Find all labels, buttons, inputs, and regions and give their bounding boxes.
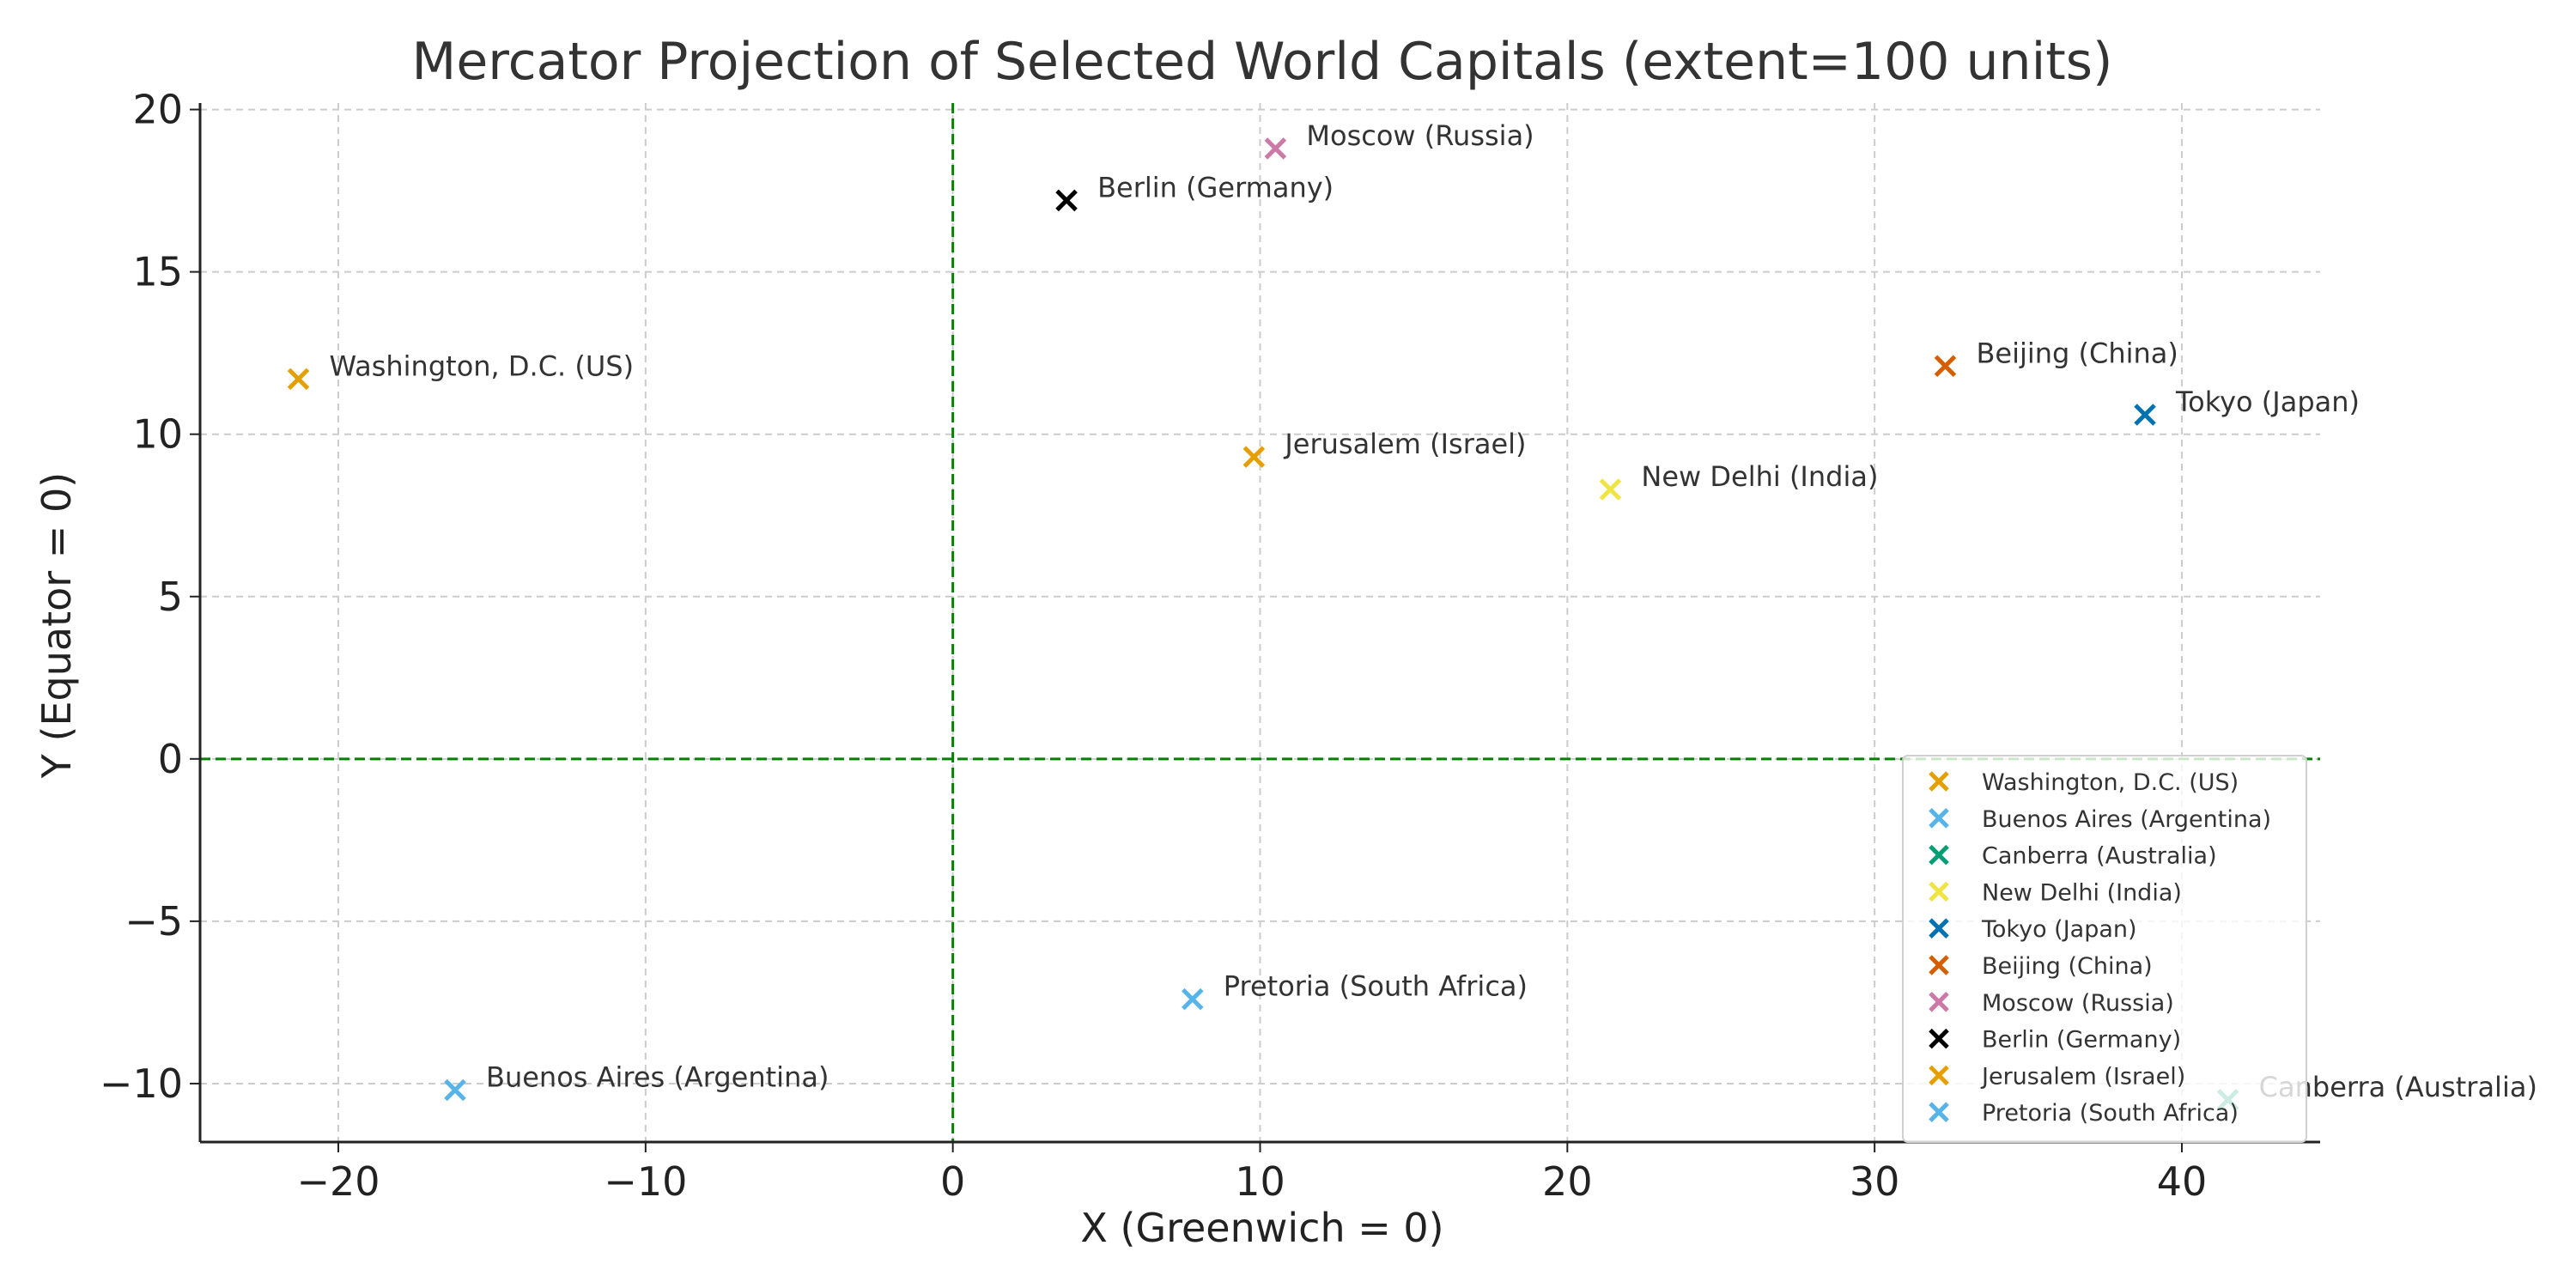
legend-item: Jerusalem (Israel): [1929, 1063, 2185, 1090]
legend-item: Berlin (Germany): [1929, 1027, 2181, 1054]
data-point: [1264, 137, 1287, 160]
legend-label: Jerusalem (Israel): [1980, 1063, 2185, 1090]
point-label: Jerusalem (Israel): [1283, 428, 1526, 460]
legend-label: Buenos Aires (Argentina): [1982, 806, 2271, 833]
y-tick-label: −10: [100, 1060, 183, 1107]
legend-item: New Delhi (India): [1929, 879, 2182, 906]
marker-stroke: [1264, 137, 1287, 160]
marker-stroke: [1242, 446, 1266, 468]
y-axis-label: Y (Equator = 0): [33, 472, 80, 779]
data-point: [1242, 446, 1266, 468]
x-tick-label: 30: [1850, 1158, 1900, 1205]
legend-item: Beijing (China): [1929, 953, 2153, 980]
marker-stroke: [1599, 478, 1622, 501]
point-label: Tokyo (Japan): [2175, 386, 2360, 418]
legend-marker: [1929, 992, 1949, 1012]
marker-stroke: [1055, 189, 1078, 212]
marker-stroke: [2134, 404, 2156, 426]
legend-label: Tokyo (Japan): [1981, 916, 2137, 943]
y-tick-label: −5: [125, 898, 183, 945]
legend-marker: [1929, 955, 1949, 975]
y-tick-label: 20: [132, 87, 183, 133]
legend-item: Buenos Aires (Argentina): [1929, 806, 2271, 833]
legend-item: Moscow (Russia): [1929, 990, 2174, 1017]
legend-marker: [1929, 1028, 1949, 1049]
legend-item: Pretoria (South Africa): [1929, 1100, 2239, 1127]
marker-stroke: [444, 1078, 466, 1102]
legend-marker: [1929, 808, 1949, 829]
x-tick-label: −20: [296, 1158, 380, 1205]
chart-title: Mercator Projection of Selected World Ca…: [412, 32, 2113, 92]
legend-label: Pretoria (South Africa): [1982, 1100, 2239, 1127]
data-point: [1055, 189, 1078, 212]
legend-label: Berlin (Germany): [1982, 1027, 2181, 1054]
legend-label: Canberra (Australia): [1982, 843, 2217, 870]
point-label: Pretoria (South Africa): [1224, 970, 1528, 1003]
legend-marker: [1929, 1065, 1949, 1086]
x-tick-label: 40: [2157, 1158, 2208, 1205]
x-tick-label: 10: [1235, 1158, 1285, 1205]
legend-item: Washington, D.C. (US): [1929, 769, 2239, 796]
legend-item: Tokyo (Japan): [1929, 916, 2137, 943]
data-point: [1182, 987, 1204, 1011]
legend-label: Beijing (China): [1982, 953, 2153, 980]
y-tick-label: 0: [158, 736, 183, 782]
legend-marker: [1929, 1102, 1949, 1122]
legend-label: Washington, D.C. (US): [1982, 769, 2239, 796]
y-axis-ticks: −10 −5 0 5 10 15 20: [100, 87, 200, 1107]
y-tick-label: 15: [132, 249, 183, 295]
point-label: Beijing (China): [1976, 337, 2178, 369]
x-axis-ticks: −20 −10 0 10 20 30 40: [296, 1142, 2207, 1205]
x-axis-label: X (Greenwich = 0): [1080, 1205, 1443, 1251]
y-tick-label: 10: [132, 411, 183, 458]
point-label: New Delhi (India): [1641, 460, 1878, 493]
point-label: Washington, D.C. (US): [330, 349, 635, 382]
marker-stroke: [1182, 987, 1204, 1011]
marker-stroke: [287, 368, 310, 391]
legend-item: Canberra (Australia): [1929, 843, 2217, 870]
x-tick-label: −10: [604, 1158, 687, 1205]
legend-label: New Delhi (India): [1982, 879, 2182, 906]
legend-box: [1902, 755, 2307, 1143]
marker-stroke: [1934, 355, 1957, 378]
data-point: [444, 1078, 466, 1102]
data-point: [1934, 355, 1957, 378]
x-tick-label: 0: [940, 1158, 965, 1205]
legend-label: Moscow (Russia): [1982, 990, 2174, 1017]
legend-marker: [1929, 771, 1949, 792]
data-point: [2134, 404, 2156, 426]
legend-marker: [1929, 844, 1949, 866]
data-point: [287, 368, 310, 391]
point-label: Moscow (Russia): [1306, 119, 1534, 152]
point-label: Buenos Aires (Argentina): [486, 1061, 829, 1094]
legend-marker: [1929, 881, 1949, 902]
data-point: [1599, 478, 1622, 501]
point-label: Berlin (Germany): [1097, 171, 1334, 204]
legend-marker: [1929, 918, 1949, 939]
y-tick-label: 5: [158, 574, 183, 620]
x-tick-label: 20: [1542, 1158, 1593, 1205]
legend: Washington, D.C. (US) Buenos Aires (Argen…: [1902, 755, 2307, 1143]
